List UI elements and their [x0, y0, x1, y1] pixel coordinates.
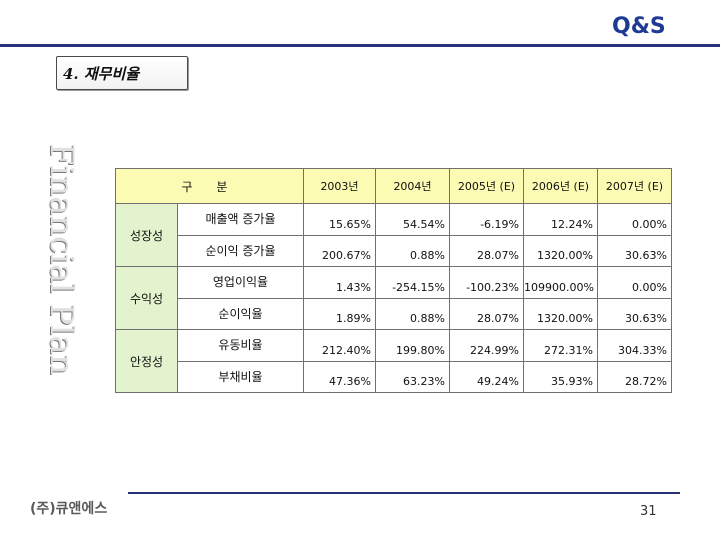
- value-cell: 212.40%: [303, 329, 376, 362]
- value-cell: 1.43%: [303, 266, 376, 299]
- logo-text: Q&S: [612, 14, 666, 39]
- value-cell: 272.31%: [523, 329, 598, 362]
- value-cell: 1.89%: [303, 297, 376, 330]
- value-cell: 0.00%: [597, 203, 672, 236]
- category-cell: 성장성: [115, 203, 178, 267]
- financial-ratio-table: 구 분 2003년 2004년 2005년 (E) 2006년 (E) 2007…: [115, 168, 672, 393]
- value-cell: 224.99%: [449, 329, 524, 362]
- value-cell: 1320.00%: [523, 297, 598, 330]
- value-cell: 1320.00%: [523, 234, 598, 267]
- table-row: 순이익 증가율 200.67% 0.88% 28.07% 1320.00% 30…: [116, 234, 672, 267]
- value-cell: 0.88%: [375, 297, 450, 330]
- company-logo: Q&S: [612, 14, 682, 40]
- category-cell: 수익성: [115, 266, 178, 330]
- item-cell: 순이익 증가율: [177, 234, 304, 267]
- header-cell: 2006년 (E): [523, 168, 598, 204]
- table-row: 안정성 유동비율 212.40% 199.80% 224.99% 272.31%…: [115, 329, 672, 393]
- value-cell: -254.15%: [375, 266, 450, 299]
- page-number: 31: [640, 504, 657, 519]
- value-cell: -6.19%: [449, 203, 524, 236]
- value-cell: 35.93%: [523, 360, 598, 393]
- table-row: 순이익율 1.89% 0.88% 28.07% 1320.00% 30.63%: [116, 297, 672, 330]
- category-cell: 안정성: [115, 329, 178, 393]
- section-title-box: 4. 재무비율: [56, 56, 188, 90]
- header-cell: 2004년: [375, 168, 450, 204]
- footer-rule: [128, 492, 680, 494]
- item-cell: 순이익율: [177, 297, 304, 330]
- side-title-text: Financial Plan: [43, 142, 81, 375]
- value-cell: 199.80%: [375, 329, 450, 362]
- value-cell: 47.36%: [303, 360, 376, 393]
- item-cell: 매출액 증가율: [177, 203, 304, 236]
- section-title: 4. 재무비율: [63, 65, 140, 83]
- value-cell: 30.63%: [597, 234, 672, 267]
- value-cell: 49.24%: [449, 360, 524, 393]
- header-cell: 2007년 (E): [597, 168, 672, 204]
- value-cell: 28.72%: [597, 360, 672, 393]
- side-title: Financial Plan: [43, 136, 81, 381]
- value-cell: -100.23%: [449, 266, 524, 299]
- value-cell: 28.07%: [449, 297, 524, 330]
- header-cell: 2003년: [303, 168, 376, 204]
- value-cell: 15.65%: [303, 203, 376, 236]
- header-cell: 구 분: [115, 168, 304, 204]
- item-cell: 유동비율: [177, 329, 304, 362]
- item-cell: 영업이익율: [177, 266, 304, 299]
- table-header-row: 구 분 2003년 2004년 2005년 (E) 2006년 (E) 2007…: [115, 168, 672, 204]
- value-cell: 63.23%: [375, 360, 450, 393]
- table-row: 부채비율 47.36% 63.23% 49.24% 35.93% 28.72%: [116, 360, 672, 393]
- value-cell: 30.63%: [597, 297, 672, 330]
- table-row: 수익성 영업이익율 1.43% -254.15% -100.23% 109900…: [115, 266, 672, 330]
- item-cell: 부채비율: [177, 360, 304, 393]
- value-cell: 0.88%: [375, 234, 450, 267]
- value-cell: 304.33%: [597, 329, 672, 362]
- value-cell: 200.67%: [303, 234, 376, 267]
- value-cell: 54.54%: [375, 203, 450, 236]
- value-cell: 109900.00%: [523, 266, 598, 299]
- header-cell: 2005년 (E): [449, 168, 524, 204]
- company-name: (주)큐앤에스: [30, 501, 108, 517]
- table-row: 성장성 매출액 증가율 15.65% 54.54% -6.19% 12.24% …: [115, 203, 672, 267]
- value-cell: 28.07%: [449, 234, 524, 267]
- value-cell: 12.24%: [523, 203, 598, 236]
- value-cell: 0.00%: [597, 266, 672, 299]
- header-rule: [0, 44, 720, 47]
